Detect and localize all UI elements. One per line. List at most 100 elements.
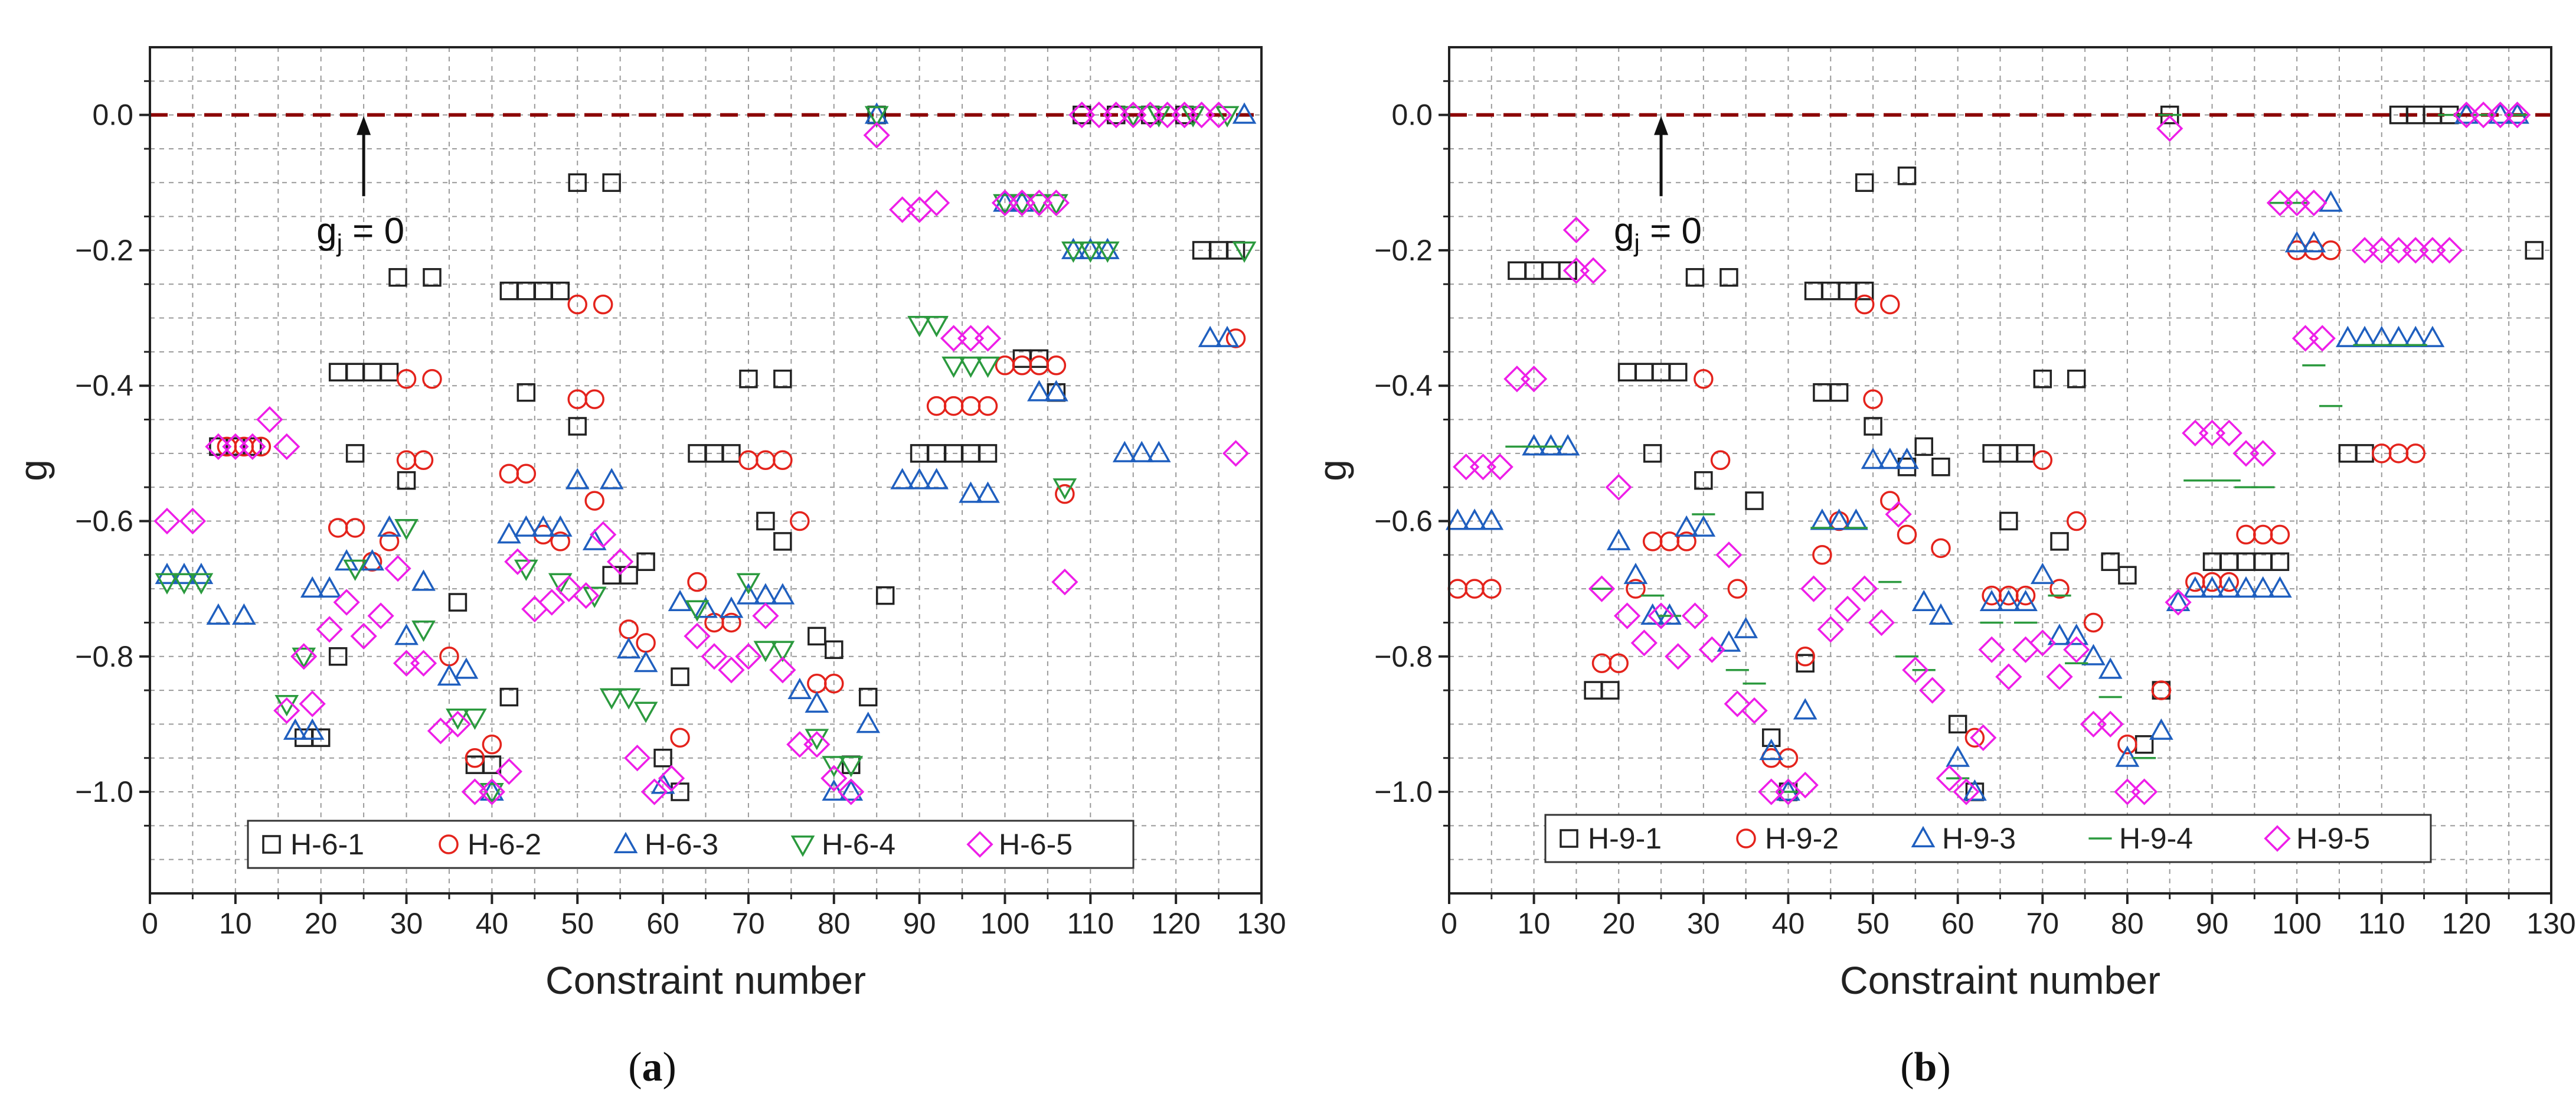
data-point — [1979, 589, 2004, 612]
data-point — [1948, 714, 1967, 734]
data-point — [2165, 589, 2192, 616]
data-point — [773, 532, 792, 551]
y-tick-label: −0.4 — [1374, 369, 1433, 402]
x-tick-label: 10 — [219, 907, 252, 940]
data-point — [2300, 190, 2327, 217]
data-point — [1198, 325, 1222, 347]
data-point — [2369, 325, 2394, 347]
plot-area-a — [150, 47, 1261, 893]
data-point — [1609, 653, 1629, 673]
legend-marker — [613, 831, 638, 853]
data-point — [787, 677, 812, 700]
data-point — [2131, 778, 2158, 805]
data-point — [1734, 616, 1758, 638]
data-point — [300, 576, 325, 598]
data-point — [316, 616, 343, 643]
data-point — [2251, 576, 2276, 598]
panel-label-a: (a) — [628, 1045, 676, 1090]
annotation-label-a: gj = 0 — [316, 211, 404, 257]
data-point — [1232, 241, 1257, 263]
data-point — [1964, 727, 1985, 748]
data-point — [1928, 603, 1953, 625]
legend-marker — [262, 835, 281, 854]
data-point — [1674, 515, 1699, 537]
data-point — [582, 586, 607, 608]
data-point — [599, 688, 624, 710]
data-point — [623, 745, 651, 772]
data-point — [875, 586, 895, 605]
data-point — [1996, 589, 2021, 612]
data-point — [1918, 677, 1946, 704]
x-tick-label: 130 — [2526, 907, 2575, 940]
data-point — [1051, 569, 1078, 596]
data-point — [1522, 434, 1546, 456]
annotation-arrow-head-a — [357, 116, 371, 135]
data-point — [1479, 508, 1504, 530]
data-point — [736, 573, 761, 595]
legend-label: H-9-2 — [1765, 822, 1839, 855]
data-point — [448, 593, 468, 612]
data-point — [1205, 102, 1233, 129]
data-point — [582, 528, 607, 550]
data-point — [923, 190, 950, 217]
data-point — [531, 515, 555, 537]
data-point — [1623, 562, 1648, 585]
legend-marker — [1911, 825, 1936, 847]
data-point — [736, 583, 761, 605]
data-point — [735, 643, 762, 670]
data-point — [367, 602, 394, 629]
data-point — [1978, 636, 2005, 663]
data-point — [1078, 237, 1103, 259]
data-point — [1558, 261, 1577, 280]
data-point — [924, 468, 949, 490]
data-point — [2200, 576, 2224, 598]
x-tick-label: 130 — [1237, 907, 1286, 940]
data-point — [1885, 501, 1912, 528]
data-point — [1694, 368, 1714, 389]
data-point — [495, 758, 522, 785]
data-point — [251, 436, 272, 457]
data-point — [437, 664, 462, 686]
y-tick-label: −0.8 — [1374, 640, 1433, 673]
data-point — [1061, 241, 1086, 263]
series-H-9-4 — [1505, 113, 2529, 793]
x-tick-label: 80 — [818, 907, 851, 940]
data-point — [2013, 589, 2038, 612]
data-point — [1078, 241, 1103, 263]
data-point — [172, 573, 197, 595]
data-point — [803, 731, 831, 758]
x-tick-label: 40 — [476, 907, 509, 940]
data-point — [839, 756, 864, 778]
data-point — [653, 748, 672, 768]
data-point — [1868, 609, 1895, 637]
y-tick-label: −0.8 — [75, 640, 133, 673]
data-point — [1538, 434, 1563, 456]
data-point — [1555, 434, 1580, 456]
x-tick-label: 70 — [2026, 907, 2059, 940]
data-point — [1902, 657, 1929, 684]
x-tick-label: 80 — [2111, 907, 2144, 940]
data-point — [516, 383, 536, 402]
data-point — [1046, 355, 1067, 376]
data-point — [1643, 444, 1662, 463]
data-point — [2117, 735, 2137, 755]
data-point — [2049, 579, 2070, 599]
data-point — [256, 406, 283, 433]
data-point — [1778, 748, 1799, 768]
data-point — [694, 596, 718, 618]
data-point — [206, 603, 231, 625]
data-point — [1215, 325, 1240, 347]
data-point — [538, 589, 565, 616]
data-point — [2067, 511, 2087, 531]
y-axis-title: g — [11, 459, 55, 481]
data-point — [1225, 328, 1246, 348]
data-point — [444, 710, 472, 738]
data-point — [1727, 579, 1748, 599]
data-point — [2098, 657, 2123, 679]
data-point — [1792, 771, 1819, 799]
data-point — [593, 294, 613, 315]
data-point — [551, 281, 570, 301]
data-point — [863, 122, 890, 149]
data-point — [1995, 663, 2022, 690]
data-point — [2050, 532, 2069, 551]
